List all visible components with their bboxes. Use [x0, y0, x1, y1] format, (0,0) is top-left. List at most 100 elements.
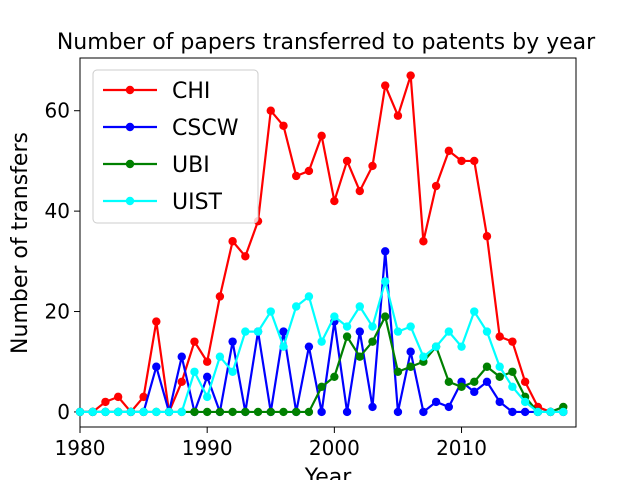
data-point-cscw: [419, 407, 428, 417]
data-point-ubi: [457, 382, 466, 392]
data-point-uist: [520, 397, 530, 407]
data-point-chi: [279, 121, 288, 130]
legend-swatch-marker: [125, 85, 135, 95]
data-point-ubi: [266, 407, 275, 417]
data-point-chi: [393, 111, 403, 120]
data-point-cscw: [368, 402, 377, 412]
data-point-chi: [520, 377, 530, 387]
data-point-cscw: [317, 407, 326, 417]
data-point-ubi: [317, 382, 326, 392]
y-axis-label: Number of transfers: [8, 132, 33, 354]
data-point-cscw: [393, 407, 403, 417]
data-point-uist: [152, 407, 161, 417]
data-point-cscw: [342, 407, 352, 417]
data-point-chi: [495, 332, 504, 341]
data-point-chi: [177, 377, 186, 387]
data-point-chi: [266, 106, 275, 115]
legend-swatch-marker: [125, 159, 135, 169]
data-point-chi: [292, 171, 301, 181]
data-point-ubi: [292, 407, 301, 417]
data-point-uist: [368, 322, 377, 331]
legend-label: UBI: [172, 153, 210, 178]
data-point-uist: [470, 307, 479, 316]
legend-box: [92, 69, 259, 224]
data-point-chi: [202, 357, 212, 366]
data-point-uist: [101, 407, 110, 417]
data-point-cscw: [482, 377, 492, 387]
data-point-cscw: [520, 407, 530, 417]
data-point-cscw: [508, 407, 517, 417]
data-point-chi: [406, 71, 415, 80]
data-point-cscw: [381, 247, 390, 256]
data-point-chi: [482, 232, 492, 241]
data-point-uist: [559, 407, 568, 417]
data-point-uist: [495, 362, 504, 371]
data-point-cscw: [152, 362, 161, 371]
legend-entry-ubi: UBI: [103, 153, 210, 178]
data-point-cscw: [431, 397, 441, 407]
data-point-cscw: [202, 372, 212, 381]
data-point-chi: [241, 252, 250, 261]
data-point-ubi: [342, 332, 352, 341]
series-layer: [75, 71, 568, 417]
data-point-uist: [457, 342, 466, 351]
data-point-uist: [126, 407, 136, 417]
data-point-ubi: [444, 377, 454, 387]
data-point-uist: [190, 367, 199, 376]
x-tick-label: 1990: [182, 436, 233, 460]
chart-title: Number of papers transferred to patents …: [57, 30, 596, 55]
y-tick-label: 0: [57, 400, 70, 424]
data-point-chi: [419, 237, 428, 246]
data-point-uist: [419, 352, 428, 361]
data-point-cscw: [355, 327, 364, 336]
data-point-uist: [546, 407, 555, 417]
data-point-uist: [113, 407, 123, 417]
data-point-ubi: [470, 377, 479, 387]
data-point-cscw: [406, 347, 415, 356]
data-point-uist: [431, 342, 441, 351]
series-uist: [75, 277, 568, 417]
data-point-ubi: [228, 407, 237, 417]
data-point-ubi: [279, 407, 288, 417]
x-tick-label: 2010: [436, 436, 487, 460]
data-point-ubi: [495, 372, 504, 381]
data-point-ubi: [482, 362, 492, 371]
data-point-uist: [330, 312, 339, 321]
data-point-chi: [190, 337, 199, 346]
data-point-uist: [533, 407, 543, 417]
data-point-ubi: [253, 407, 263, 417]
data-point-chi: [457, 156, 466, 166]
data-point-uist: [342, 322, 352, 331]
data-point-uist: [75, 407, 85, 417]
data-point-chi: [152, 317, 161, 326]
data-point-ubi: [355, 352, 364, 361]
data-point-chi: [342, 156, 352, 166]
y-tick-label: 20: [45, 300, 70, 324]
data-point-ubi: [368, 337, 377, 346]
data-point-uist: [304, 292, 314, 301]
data-point-cscw: [444, 402, 454, 412]
data-point-chi: [101, 397, 110, 407]
data-point-uist: [139, 407, 148, 417]
data-point-chi: [139, 392, 148, 402]
data-point-uist: [508, 382, 517, 392]
data-point-chi: [330, 196, 339, 206]
data-point-ubi: [202, 407, 212, 417]
data-point-ubi: [330, 372, 339, 381]
data-point-ubi: [215, 407, 225, 417]
data-point-chi: [508, 337, 517, 346]
data-point-uist: [228, 367, 237, 376]
data-point-cscw: [470, 387, 479, 397]
data-point-uist: [266, 307, 275, 316]
data-point-uist: [406, 322, 415, 331]
data-point-chi: [317, 131, 326, 141]
plot-frame: [79, 57, 577, 428]
data-point-uist: [444, 327, 454, 336]
data-point-chi: [368, 161, 377, 171]
data-point-ubi: [381, 312, 390, 321]
data-point-chi: [215, 292, 225, 301]
data-point-uist: [279, 342, 288, 351]
data-point-chi: [431, 181, 441, 191]
x-tick-label: 1980: [55, 436, 106, 460]
